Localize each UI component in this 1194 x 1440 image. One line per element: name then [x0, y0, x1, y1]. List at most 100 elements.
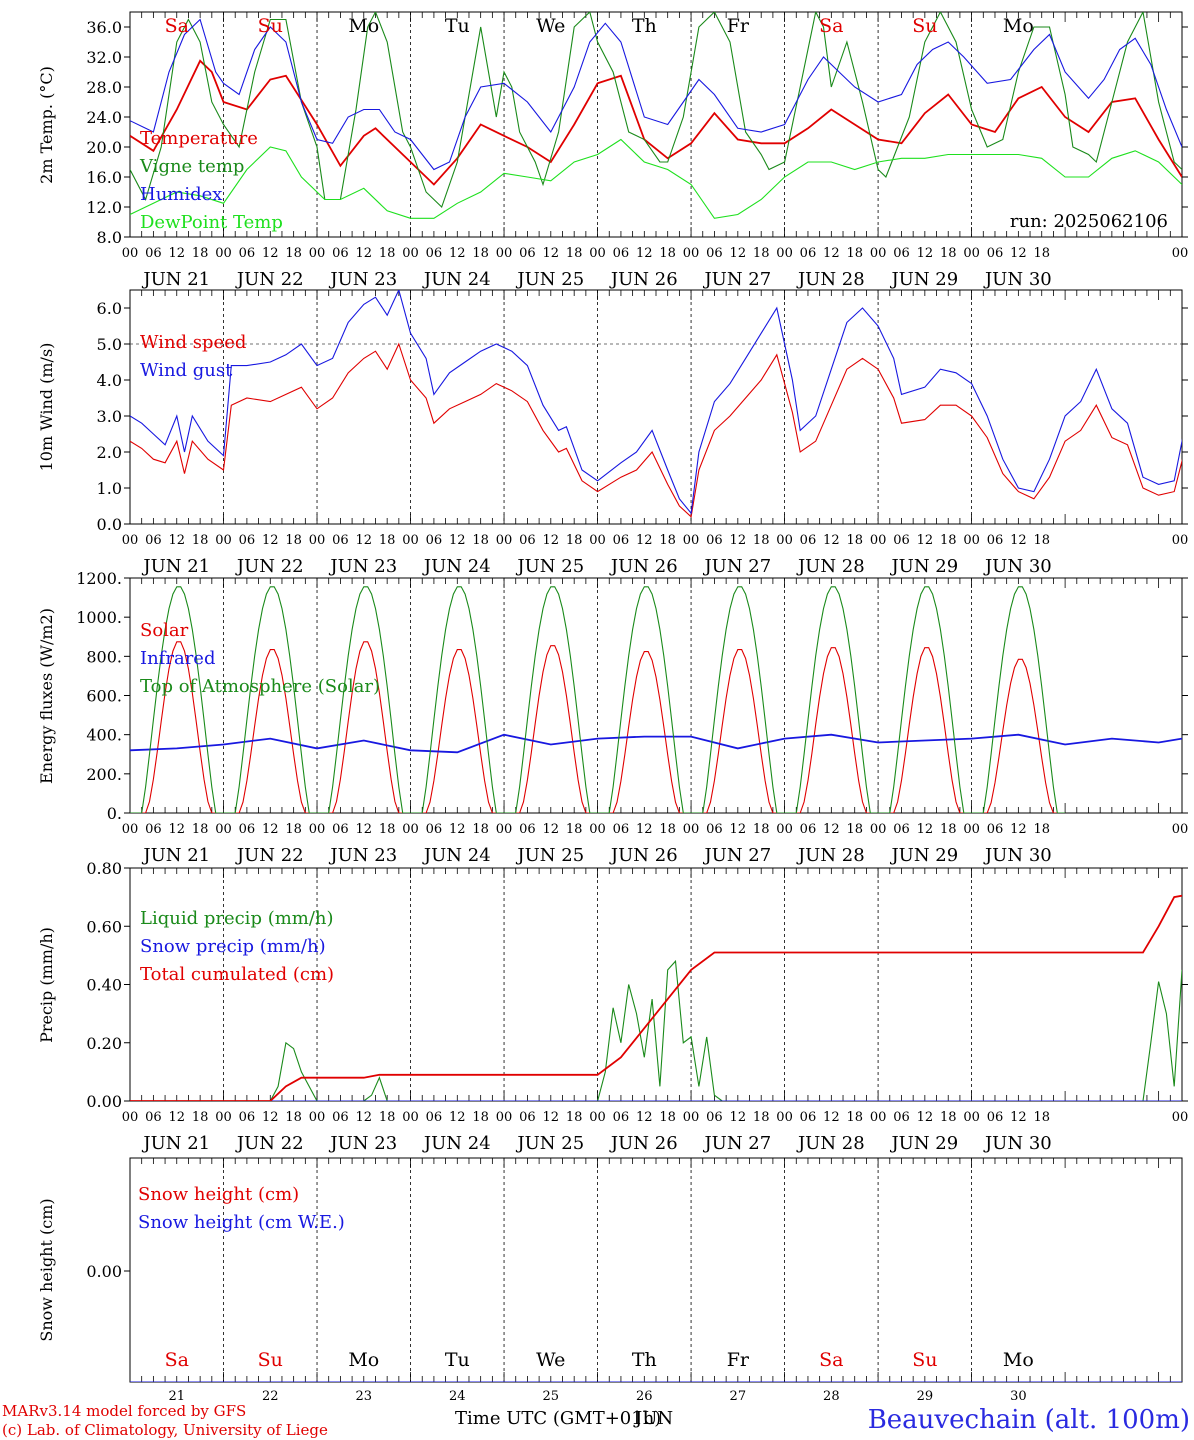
hour-tick-label: 00 — [402, 246, 419, 261]
hour-tick-label: 06 — [893, 1110, 910, 1125]
weekday-label: Mo — [348, 1349, 379, 1371]
hour-tick-label: 12 — [449, 246, 466, 261]
date-label: JUN 29 — [889, 845, 958, 866]
xaxis-title: Time UTC (GMT+01h) — [455, 1408, 661, 1429]
hour-tick-label: 00 — [683, 246, 700, 261]
y-axis-label: Precip (mm/h) — [37, 927, 56, 1043]
date-label: JUN 22 — [235, 845, 304, 866]
hour-tick-label: 18 — [1033, 246, 1050, 261]
hour-tick-label: 12 — [636, 533, 653, 548]
hour-tick-label: 06 — [706, 1110, 723, 1125]
day-number: 27 — [730, 1389, 747, 1404]
hour-tick-label: 18 — [1033, 533, 1050, 548]
date-label: JUN 26 — [609, 845, 678, 866]
hour-tick-label: 00 — [963, 822, 980, 837]
date-label: JUN 23 — [328, 1133, 397, 1154]
hour-tick-label: 06 — [239, 533, 256, 548]
hour-tick-label: 06 — [426, 246, 443, 261]
hour-tick-label: 12 — [636, 822, 653, 837]
legend-entry: DewPoint Temp — [140, 212, 283, 233]
weekday-label: Tu — [445, 1349, 470, 1371]
hour-tick-label: 18 — [472, 533, 489, 548]
hour-tick-label: 06 — [239, 1110, 256, 1125]
hour-tick-label: 12 — [917, 1110, 934, 1125]
y-tick-label: 6.0 — [97, 299, 122, 318]
hour-tick-label: 18 — [566, 1110, 583, 1125]
y-tick-label: 1000. — [76, 608, 122, 627]
hour-tick-label: 00 — [122, 533, 139, 548]
hour-tick-label: 12 — [356, 1110, 373, 1125]
day-number: 29 — [917, 1389, 934, 1404]
y-tick-label: 0.60 — [86, 917, 122, 936]
hour-tick-label: 18 — [472, 246, 489, 261]
hour-tick-label: 12 — [449, 533, 466, 548]
hour-tick-label: 12 — [262, 822, 279, 837]
y-tick-label: 32.0 — [86, 48, 122, 67]
legend-entry: Solar — [140, 620, 189, 641]
hour-tick-label: 12 — [636, 1110, 653, 1125]
date-label: JUN 26 — [609, 269, 678, 290]
hour-tick-label: 12 — [262, 246, 279, 261]
date-label: JUN 28 — [796, 1133, 865, 1154]
hour-tick-label: 00 — [309, 533, 326, 548]
hour-tick-label: 06 — [987, 1110, 1004, 1125]
hour-tick-label: 18 — [472, 1110, 489, 1125]
weekday-label: We — [536, 1349, 565, 1371]
date-label: JUN 27 — [702, 845, 771, 866]
hour-tick-label: 18 — [192, 822, 209, 837]
series-line-vigne-temp — [130, 12, 1182, 208]
hour-tick-label: 00 — [402, 533, 419, 548]
hour-tick-label: 18 — [566, 533, 583, 548]
y-axis-label: Snow height (cm) — [37, 1198, 56, 1341]
series-group — [130, 12, 1182, 219]
hour-tick-label: 06 — [800, 533, 817, 548]
y-tick-label: 5.0 — [97, 335, 122, 354]
hour-tick-label: 06 — [332, 822, 349, 837]
date-label: JUN 30 — [983, 1133, 1052, 1154]
y-tick-label: 0. — [107, 804, 122, 823]
y-tick-label: 0.80 — [86, 859, 122, 878]
legend-entry: Temperature — [140, 128, 258, 149]
hour-tick-label: 18 — [753, 533, 770, 548]
day-number: 28 — [823, 1389, 840, 1404]
hour-tick-label: 00 — [215, 822, 232, 837]
y-tick-label: 0.0 — [97, 515, 122, 534]
weekday-label: Mo — [1003, 15, 1034, 37]
hour-tick-label: 06 — [893, 822, 910, 837]
hour-tick-label: 00 — [963, 1110, 980, 1125]
hour-tick-label: 12 — [356, 533, 373, 548]
station-name: Beauvechain (alt. 100m) — [868, 1405, 1190, 1435]
hour-tick-label: 00 — [496, 822, 513, 837]
weekday-label: Fr — [727, 1349, 750, 1371]
hour-tick-label: 12 — [543, 246, 560, 261]
date-label: JUN 29 — [889, 269, 958, 290]
hour-tick-label: 00 — [683, 822, 700, 837]
weekday-label: Su — [258, 1349, 283, 1371]
series-line-top-of-atmosphere-solar- — [130, 586, 1066, 813]
hour-tick-label: 12 — [823, 246, 840, 261]
hour-tick-label: 18 — [940, 822, 957, 837]
legend-entry: Top of Atmosphere (Solar) — [140, 676, 380, 697]
hour-tick-label: 12 — [730, 246, 747, 261]
date-label: JUN 30 — [983, 845, 1052, 866]
date-label: JUN 25 — [515, 556, 584, 577]
hour-tick-label: 00 — [683, 533, 700, 548]
y-tick-label: 200. — [86, 765, 122, 784]
hour-tick-label: 06 — [145, 1110, 162, 1125]
hour-tick-label: 18 — [379, 822, 396, 837]
hour-tick-label: 00 — [309, 1110, 326, 1125]
hour-tick-label: 12 — [1010, 246, 1027, 261]
hour-tick-label: 12 — [823, 1110, 840, 1125]
date-label: JUN 30 — [983, 269, 1052, 290]
date-label: JUN 23 — [328, 845, 397, 866]
y-axis-label: 10m Wind (m/s) — [37, 343, 56, 472]
weekday-label: Su — [912, 1349, 937, 1371]
date-label: JUN 25 — [515, 845, 584, 866]
date-label: JUN 22 — [235, 1133, 304, 1154]
y-tick-label: 3.0 — [97, 407, 122, 426]
hour-tick-label: 00 — [589, 246, 606, 261]
hour-tick-label: 06 — [987, 246, 1004, 261]
hour-tick-label: 00 — [776, 533, 793, 548]
y-tick-label: 0.40 — [86, 976, 122, 995]
y-tick-label: 600. — [86, 687, 122, 706]
